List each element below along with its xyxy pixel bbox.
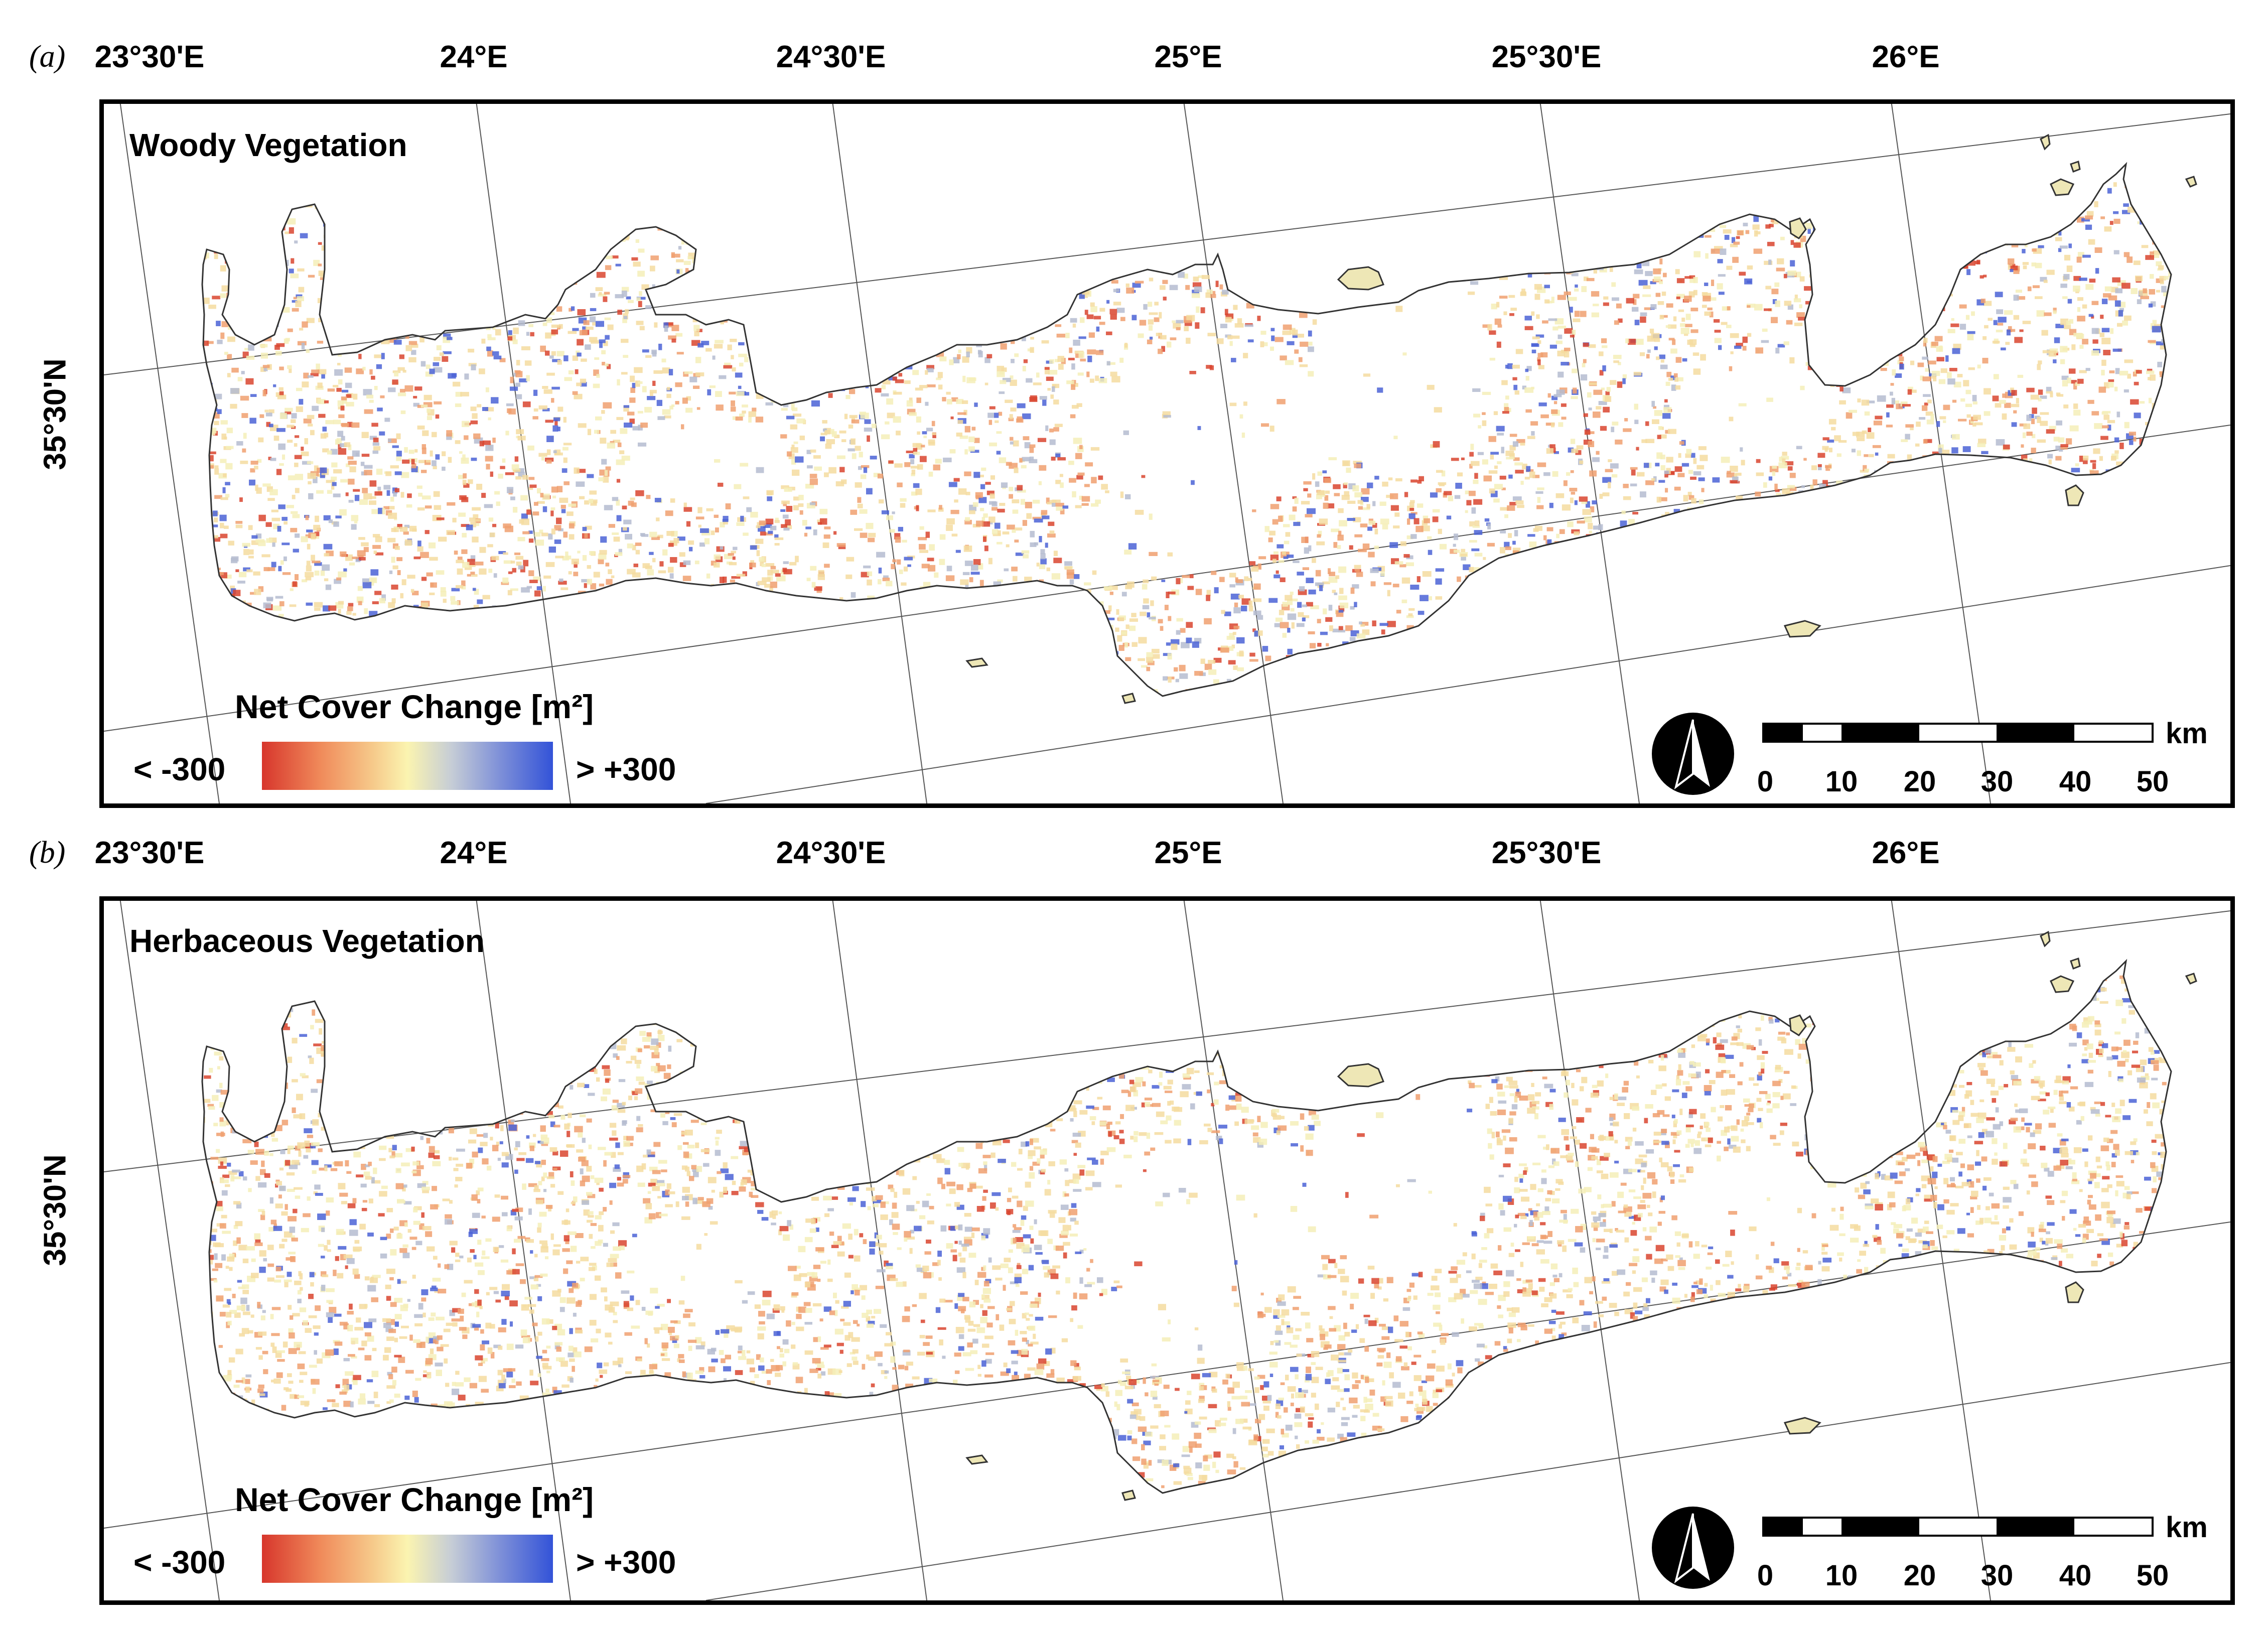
net-change-raster bbox=[202, 164, 2171, 696]
graticule-line bbox=[476, 901, 571, 1600]
lon-label: 24°E bbox=[440, 40, 508, 74]
scale-bar bbox=[1762, 723, 2154, 743]
lon-label: 25°E bbox=[1154, 836, 1222, 870]
islet bbox=[1337, 266, 1384, 291]
graticule-line bbox=[104, 910, 2230, 1172]
scale-tick: 50 bbox=[2136, 1559, 2169, 1592]
panel-letter: (a) bbox=[29, 40, 66, 74]
scale-tick: 0 bbox=[1757, 1559, 1774, 1592]
legend-max-label: > +300 bbox=[576, 751, 676, 787]
islet bbox=[2065, 484, 2084, 506]
scale-tick: 50 bbox=[2136, 765, 2169, 798]
islet bbox=[2040, 930, 2051, 947]
north-arrow-icon bbox=[1652, 1507, 1734, 1589]
islet bbox=[965, 1454, 988, 1465]
scale-unit: km bbox=[2166, 717, 2208, 750]
lon-label: 26°E bbox=[1872, 836, 1940, 870]
lon-label: 23°30'E bbox=[94, 836, 205, 870]
islet bbox=[1789, 217, 1807, 239]
islet bbox=[2185, 973, 2197, 985]
scale-unit: km bbox=[2166, 1511, 2208, 1544]
net-change-raster bbox=[202, 961, 2171, 1493]
lon-label: 26°E bbox=[1872, 40, 1940, 74]
scale-tick: 30 bbox=[1980, 1559, 2014, 1592]
graticule-line bbox=[1183, 901, 1284, 1600]
islet bbox=[1783, 620, 1821, 638]
graticule-line bbox=[119, 104, 220, 803]
scale-tick: 10 bbox=[1825, 1559, 1858, 1592]
graticule-line bbox=[104, 1222, 2230, 1529]
panel-title: Woody Vegetation bbox=[129, 127, 407, 163]
islet bbox=[1121, 693, 1136, 704]
crete-map bbox=[104, 901, 2230, 1600]
islet bbox=[2185, 176, 2197, 188]
islet bbox=[2070, 161, 2081, 173]
north-arrow-icon bbox=[1652, 713, 1734, 795]
scale-tick: 40 bbox=[2059, 1559, 2092, 1592]
graticule-line bbox=[119, 901, 220, 1600]
graticule-line bbox=[1183, 104, 1284, 803]
islet bbox=[2050, 178, 2075, 196]
color-ramp bbox=[262, 742, 553, 790]
panel-letter: (b) bbox=[29, 836, 66, 870]
islet bbox=[2065, 1281, 2084, 1303]
color-ramp bbox=[262, 1535, 553, 1583]
islet bbox=[1337, 1063, 1384, 1088]
islet bbox=[1121, 1489, 1136, 1501]
scale-tick: 30 bbox=[1980, 765, 2014, 798]
lon-label: 24°E bbox=[440, 836, 508, 870]
lat-label: 35°30'N bbox=[38, 358, 73, 470]
legend-title: Net Cover Change [m²] bbox=[235, 688, 594, 725]
lon-label: 23°30'E bbox=[94, 40, 205, 74]
legend-max-label: > +300 bbox=[576, 1544, 676, 1580]
scale-tick: 20 bbox=[1903, 765, 1936, 798]
legend-title: Net Cover Change [m²] bbox=[235, 1481, 594, 1518]
islet bbox=[2050, 975, 2075, 993]
coastline bbox=[201, 162, 2172, 697]
islet bbox=[965, 657, 988, 668]
scale-tick: 40 bbox=[2059, 765, 2092, 798]
crete-map bbox=[104, 104, 2230, 803]
graticule-line bbox=[104, 425, 2230, 732]
lon-label: 24°30'E bbox=[776, 836, 886, 870]
scale-tick: 20 bbox=[1903, 1559, 1936, 1592]
lon-label: 25°30'E bbox=[1491, 40, 1602, 74]
map-frame bbox=[99, 99, 2235, 808]
scale-tick: 10 bbox=[1825, 765, 1858, 798]
graticule-line bbox=[832, 104, 927, 803]
graticule-line bbox=[476, 104, 571, 803]
scale-tick: 0 bbox=[1757, 765, 1774, 798]
islet bbox=[2070, 958, 2081, 970]
legend-min-label: < -300 bbox=[133, 1544, 226, 1580]
islet bbox=[1789, 1014, 1807, 1036]
panel-title: Herbaceous Vegetation bbox=[129, 923, 485, 959]
graticule-line bbox=[1539, 901, 1640, 1600]
graticule-line bbox=[705, 565, 2230, 803]
islet bbox=[1783, 1417, 1821, 1435]
lat-label: 35°30'N bbox=[38, 1154, 73, 1266]
coastline bbox=[201, 959, 2172, 1494]
graticule-line bbox=[104, 113, 2230, 375]
scale-bar bbox=[1762, 1517, 2154, 1537]
graticule-line bbox=[1891, 901, 1991, 1600]
graticule-line bbox=[705, 1362, 2230, 1600]
graticule-line bbox=[1539, 104, 1640, 803]
lon-label: 25°E bbox=[1154, 40, 1222, 74]
lon-label: 25°30'E bbox=[1491, 836, 1602, 870]
map-frame bbox=[99, 896, 2235, 1605]
islet bbox=[2040, 133, 2051, 151]
legend-min-label: < -300 bbox=[133, 751, 226, 787]
lon-label: 24°30'E bbox=[776, 40, 886, 74]
